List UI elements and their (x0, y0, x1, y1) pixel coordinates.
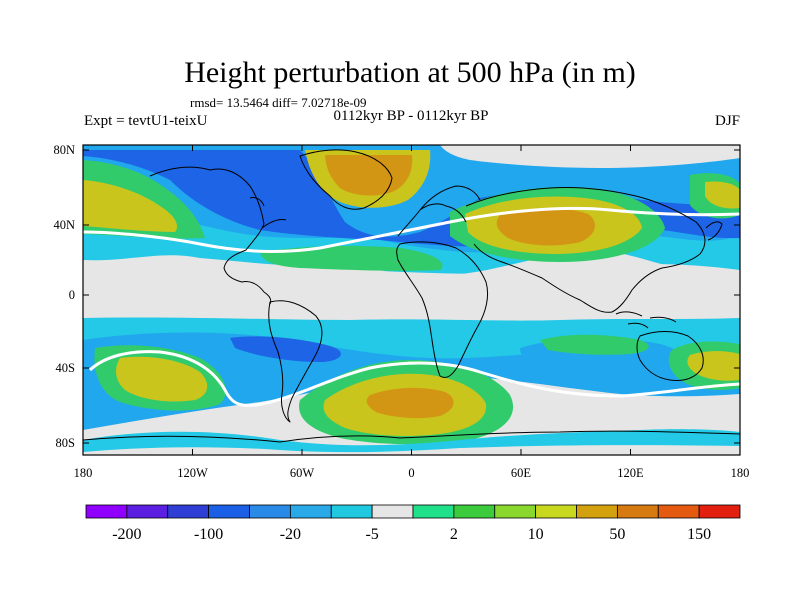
colorbar-label: -100 (194, 526, 223, 543)
period-label: 0112kyr BP - 0112kyr BP (333, 108, 488, 124)
x-tick-label: 60W (290, 466, 315, 480)
coast-north-america (149, 166, 287, 305)
south-atlantic-orange (366, 387, 454, 419)
coast-asia (465, 186, 706, 313)
y-tick-label: 40N (53, 218, 75, 232)
coast-antarctica (83, 430, 740, 443)
colorbar-swatch (126, 504, 169, 519)
eurasia-orange-core (496, 208, 595, 246)
south-blue-patch (230, 336, 341, 362)
colorbar-swatch (249, 504, 291, 519)
colorbar-swatch (85, 504, 128, 519)
x-tick-label: 0 (408, 466, 414, 480)
x-axis-ticks: 180 120W 60W 0 60E 120E 180 (74, 145, 750, 480)
colorbar-swatch (330, 504, 373, 519)
y-tick-label: 0 (69, 288, 75, 302)
colorbar-swatch (576, 504, 618, 519)
x-tick-label: 180 (74, 466, 93, 480)
coast-australia (636, 331, 704, 381)
indian-ocean-green (540, 334, 649, 355)
map-field (83, 145, 740, 455)
y-tick-label: 80S (56, 436, 76, 450)
coast-japan (705, 221, 723, 241)
south-pacific-yellow (115, 356, 208, 402)
colorbar-label: -200 (112, 526, 141, 543)
colorbar-swatch (494, 504, 537, 519)
colorbar-swatch (412, 504, 455, 519)
colorbar-swatch (167, 504, 210, 519)
colorbar-swatch (535, 504, 577, 519)
coast-africa (396, 241, 489, 379)
north-neutral-strip (440, 145, 740, 168)
zero-contour-north (83, 206, 740, 253)
colorbar-swatch (616, 504, 659, 519)
stats-line: rmsd= 13.5464 diff= 7.02718e-09 (190, 95, 367, 110)
coastlines (83, 149, 740, 443)
y-tick-label: 40S (56, 361, 76, 375)
colorbar-label: -5 (365, 526, 378, 543)
season-label: DJF (715, 113, 740, 129)
tropics-neutral (83, 264, 740, 323)
y-axis-ticks: 80N 40N 0 40S 80S (53, 143, 740, 450)
colorbar-label: 2 (450, 526, 458, 543)
colorbar-swatch (657, 504, 700, 519)
colorbar-swatch (208, 504, 250, 519)
colorbar-swatch (289, 504, 332, 519)
x-tick-label: 180 (731, 466, 750, 480)
colorbar-label: 10 (528, 526, 544, 543)
chart-title: Height perturbation at 500 hPa (in m) (184, 56, 636, 89)
pacific-yellow-ridge (705, 181, 740, 209)
colorbar-label: -20 (280, 526, 301, 543)
colorbar (85, 504, 741, 519)
coast-south-america (268, 300, 323, 423)
colorbar-swatch (371, 504, 414, 519)
australia-yellow-high (687, 351, 740, 381)
colorbar-labels: -200 -100 -20 -5 2 10 50 150 (112, 526, 711, 543)
x-tick-label: 120E (617, 466, 644, 480)
experiment-label: Expt = tevtU1-teixU (84, 113, 208, 129)
zero-contour-south (88, 350, 740, 407)
colorbar-swatch (453, 504, 496, 519)
coast-greenland (299, 149, 393, 210)
coast-indonesia (615, 311, 677, 329)
x-tick-label: 120W (177, 466, 208, 480)
x-tick-label: 60E (511, 466, 532, 480)
antarctic-neutral (83, 445, 740, 455)
colorbar-label: 50 (609, 526, 625, 543)
northwest-yellow-ridge (83, 180, 178, 232)
coast-europe (397, 185, 481, 237)
colorbar-label: 150 (687, 526, 711, 543)
colorbar-swatch (698, 504, 741, 519)
y-tick-label: 80N (53, 143, 75, 157)
